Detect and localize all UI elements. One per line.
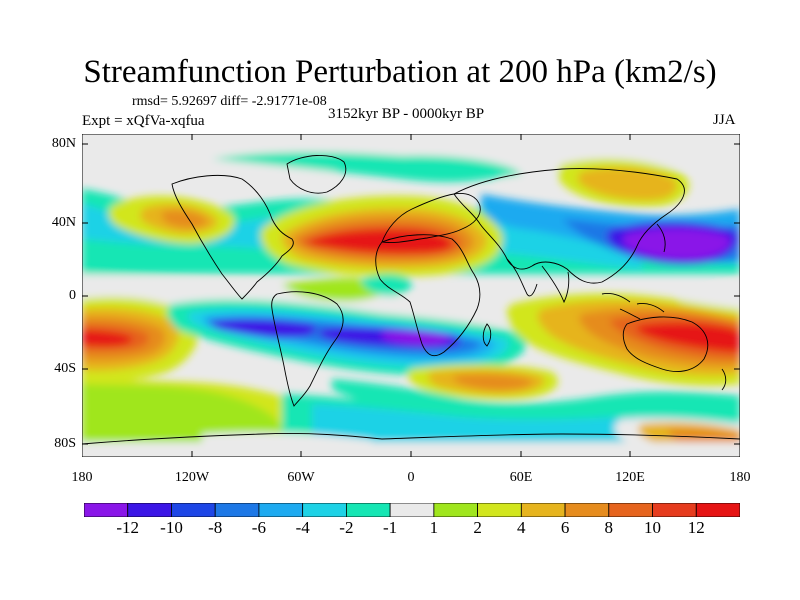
stats-text: rmsd= 5.92697 diff= -2.91771e-08 [132, 94, 327, 109]
colorbar-label: 8 [604, 518, 614, 537]
colorbar-label: -10 [160, 518, 183, 537]
axis-ticks [82, 134, 740, 457]
colorbar-label: 4 [517, 518, 526, 537]
lat-label-0: 0 [69, 288, 76, 303]
colorbar-swatch [345, 503, 391, 517]
colorbar-label: 12 [687, 518, 705, 537]
lat-label-80n: 80N [51, 136, 76, 151]
coastlines [82, 155, 740, 445]
colorbar-label: 1 [429, 518, 439, 537]
map-title: Streamfunction Perturbation at 200 hPa (… [83, 54, 717, 90]
colorbar-swatch [652, 503, 697, 517]
colorbar-label: 2 [473, 518, 482, 537]
colorbar-swatch [171, 503, 216, 517]
colorbar-label: 10 [644, 518, 661, 537]
period-label: 3152kyr BP - 0000kyr BP [328, 106, 485, 122]
lat-label-40n: 40N [51, 215, 76, 230]
lat-label-80s: 80S [54, 436, 76, 451]
lat-label-40s: 40S [54, 361, 76, 376]
colorbar-label: -4 [295, 518, 310, 537]
lon-label-60w: 60W [287, 470, 315, 485]
colorbar-swatch [214, 503, 260, 517]
experiment-label: Expt = xQfVa-xqfua [82, 113, 205, 129]
colorbar-swatch [433, 503, 478, 517]
colorbar-swatch [695, 503, 740, 517]
colorbar-label: -6 [251, 518, 266, 537]
season-label: JJA [713, 112, 736, 128]
colorbar-swatch [127, 503, 172, 517]
colorbar-swatch [302, 503, 347, 517]
colorbar-swatch [84, 503, 129, 517]
colorbar-label: -8 [208, 518, 223, 537]
colorbar-label: -12 [116, 518, 140, 537]
colorbar-swatch [389, 503, 435, 517]
colorbar-swatch [258, 503, 304, 517]
contour-fill [82, 134, 740, 457]
lon-label-180e: 180 [729, 470, 751, 485]
colorbar-swatch [520, 503, 566, 517]
lon-label-120e: 120E [615, 470, 645, 485]
colorbar-swatch [608, 503, 653, 517]
colorbar-label: -2 [339, 518, 354, 537]
colorbar-label: 6 [560, 518, 570, 537]
lon-label-60e: 60E [509, 470, 533, 485]
lon-label-0: 0 [407, 470, 415, 485]
colorbar-swatch [564, 503, 610, 517]
colorbar-label: -1 [383, 518, 398, 537]
lon-label-120w: 120W [174, 470, 210, 485]
streamfunction-map [82, 134, 740, 457]
colorbar [84, 503, 740, 517]
lon-label-180w: 180 [71, 470, 93, 485]
colorbar-swatch [477, 503, 522, 517]
